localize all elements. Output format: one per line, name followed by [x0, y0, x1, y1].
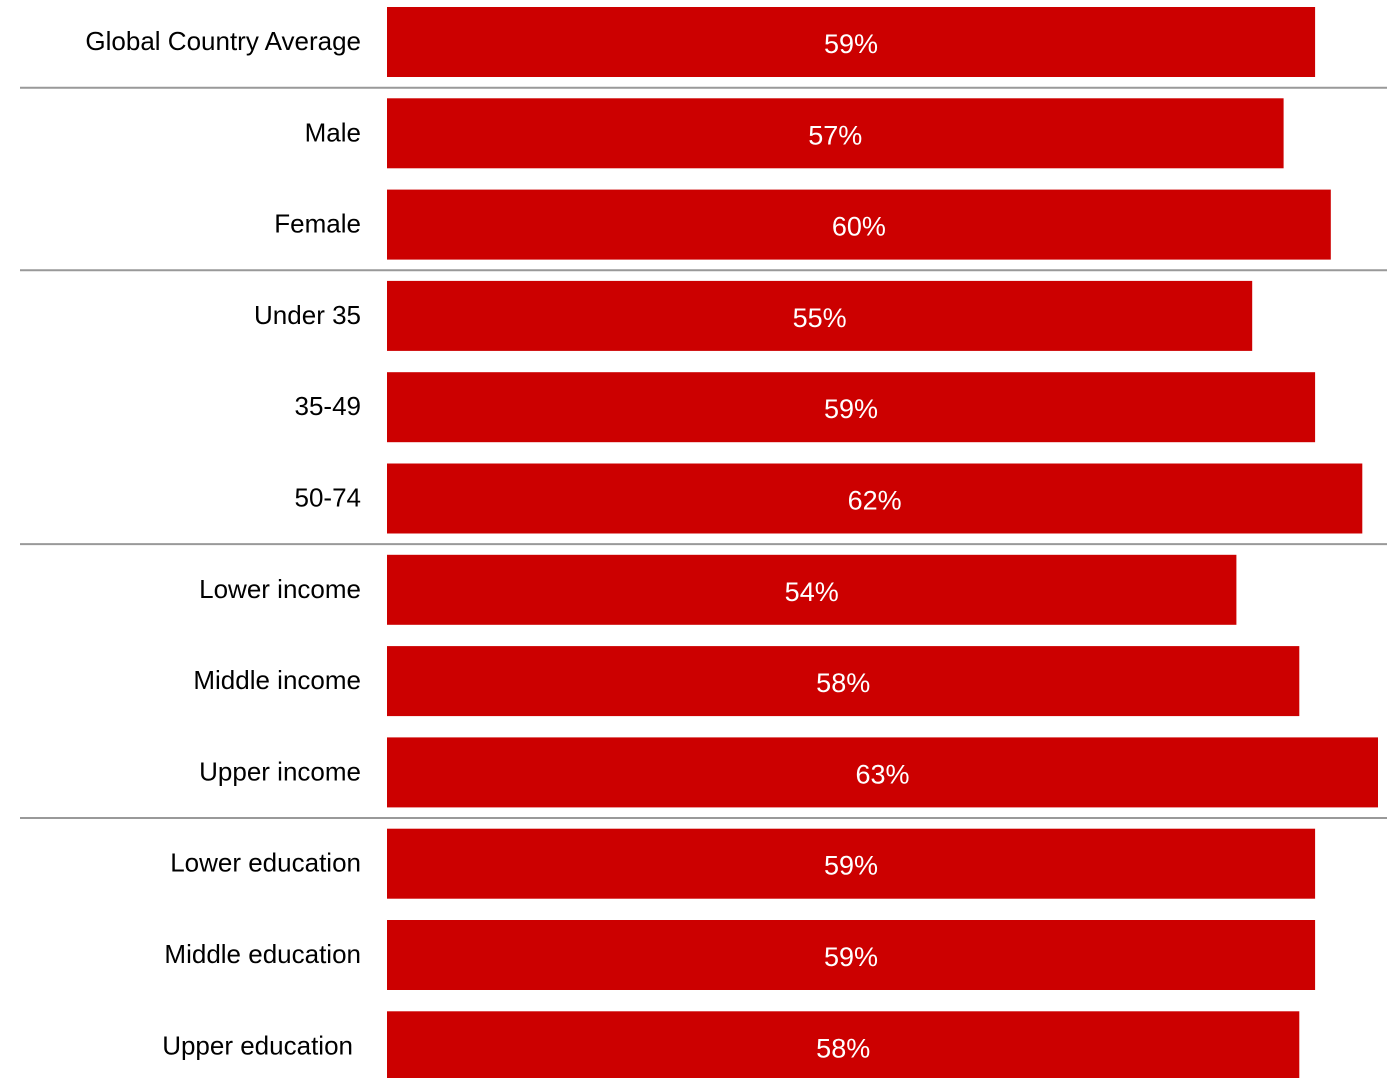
value-label-50-74: 62% [848, 486, 902, 516]
value-label-global-country-average: 59% [824, 29, 878, 59]
bar-lower-income [387, 554, 1237, 625]
bar-35-49 [387, 372, 1316, 443]
value-label-upper-income: 63% [855, 759, 909, 789]
category-label-upper-education: Upper education [162, 1030, 353, 1060]
category-label-upper-income: Upper income [199, 756, 361, 786]
category-label-under-35: Under 35 [254, 300, 361, 330]
bar-global-country-average [387, 7, 1316, 77]
bar-middle-income [387, 646, 1300, 717]
value-label-middle-income: 58% [816, 668, 870, 698]
category-label-middle-income: Middle income [193, 665, 361, 695]
bar-lower-education [387, 828, 1316, 899]
value-label-35-49: 59% [824, 394, 878, 424]
value-label-female: 60% [832, 212, 886, 242]
category-label-middle-education: Middle education [164, 939, 361, 969]
bar-under-35 [387, 280, 1253, 351]
bar-50-74 [387, 463, 1363, 534]
bar-male [387, 98, 1284, 169]
value-label-male: 57% [808, 120, 862, 150]
category-label-lower-education: Lower education [170, 848, 361, 878]
category-label-35-49: 35-49 [295, 391, 362, 421]
bars [387, 7, 1378, 1078]
value-label-under-35: 55% [793, 303, 847, 333]
category-label-50-74: 50-74 [295, 483, 362, 513]
value-label-lower-income: 54% [785, 577, 839, 607]
category-label-global-country-average: Global Country Average [85, 26, 361, 56]
value-label-middle-education: 59% [824, 942, 878, 972]
bar-middle-education [387, 920, 1316, 990]
value-label-upper-education: 58% [816, 1033, 870, 1063]
category-label-female: Female [274, 209, 361, 239]
category-label-lower-income: Lower income [199, 574, 361, 604]
group-separators [20, 86, 1387, 819]
bar-upper-income [387, 737, 1378, 808]
category-labels: Global Country Average Male Female Under 35… [85, 26, 361, 1060]
bar-upper-education [387, 1011, 1300, 1078]
bar-value-labels: 59% 57% 60% 55% 59% 62% 54% 58% 63% 59% 59% 58% [785, 29, 910, 1063]
value-label-lower-education: 59% [824, 851, 878, 881]
category-label-male: Male [305, 117, 361, 147]
bar-female [387, 189, 1331, 260]
